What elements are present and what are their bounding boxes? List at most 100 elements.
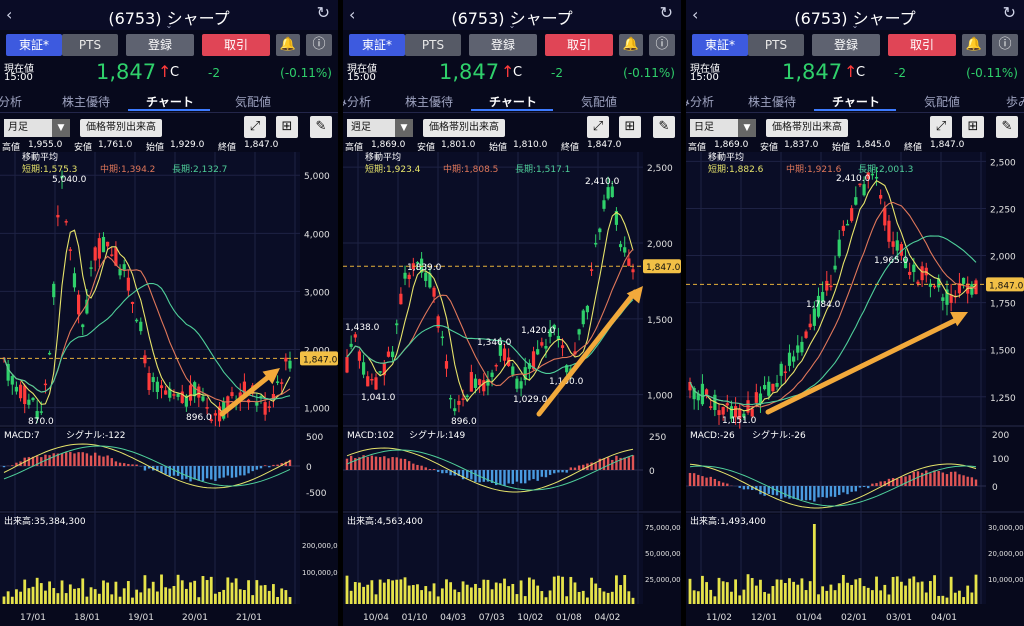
pts-button[interactable]: PTS bbox=[748, 34, 804, 56]
tab-0[interactable]: 価分析 bbox=[0, 95, 23, 109]
volume-bar bbox=[10, 596, 14, 604]
volume-profile-button[interactable]: 価格帯別出来高 bbox=[766, 119, 848, 137]
tse-button[interactable]: 東証* bbox=[692, 34, 748, 56]
chart-controls: 日足 ▼ 価格帯別出来高 ⤢ ⊞ ✎ bbox=[686, 113, 1024, 139]
tab-1[interactable]: 株主優待 bbox=[748, 95, 797, 109]
macd-histogram-bar bbox=[742, 486, 746, 490]
candle-body bbox=[101, 236, 106, 253]
tab-1[interactable]: 株主優待 bbox=[405, 95, 454, 109]
tab-3[interactable]: 気配値 bbox=[581, 95, 618, 109]
volume-bar bbox=[569, 576, 573, 604]
fullscreen-icon[interactable]: ⤢ bbox=[587, 116, 609, 138]
volume-bar bbox=[619, 585, 622, 604]
pts-button[interactable]: PTS bbox=[62, 34, 118, 56]
info-icon[interactable]: ⓘ bbox=[306, 34, 332, 56]
tab-2[interactable]: チャート bbox=[832, 95, 880, 109]
macd-histogram-bar bbox=[540, 470, 544, 477]
tse-button[interactable]: 東証* bbox=[6, 34, 62, 56]
pencil-icon[interactable]: ✎ bbox=[653, 116, 675, 138]
tab-3[interactable]: 気配値 bbox=[235, 95, 272, 109]
trade-button[interactable]: 取引 bbox=[545, 34, 613, 56]
macd-axis-label: -500 bbox=[306, 489, 327, 499]
volume-bar bbox=[565, 596, 569, 604]
candle-body bbox=[862, 184, 866, 196]
bell-icon[interactable]: 🔔 bbox=[276, 34, 300, 56]
pencil-icon[interactable]: ✎ bbox=[996, 116, 1018, 138]
volume-bar bbox=[391, 580, 394, 604]
grid-icon[interactable]: ⊞ bbox=[619, 116, 641, 138]
volume-profile-button[interactable]: 価格帯別出来高 bbox=[423, 119, 505, 137]
trade-button[interactable]: 取引 bbox=[888, 34, 956, 56]
macd-histogram-bar bbox=[833, 486, 837, 497]
tab-3[interactable]: 気配値 bbox=[924, 95, 961, 109]
chevron-down-icon[interactable]: ⌄ bbox=[851, 21, 859, 30]
back-icon[interactable]: ‹ bbox=[349, 5, 356, 24]
pencil-icon[interactable]: ✎ bbox=[310, 116, 332, 138]
macd-histogram-bar bbox=[557, 470, 560, 473]
period-select[interactable]: 週足 ▼ bbox=[347, 119, 413, 137]
volume-bar bbox=[742, 589, 746, 604]
grid-icon[interactable]: ⊞ bbox=[276, 116, 298, 138]
period-select[interactable]: 日足 ▼ bbox=[690, 119, 756, 137]
price-annotation: 1,438.0 bbox=[345, 323, 380, 333]
trade-button[interactable]: 取引 bbox=[202, 34, 270, 56]
bell-icon[interactable]: 🔔 bbox=[619, 34, 643, 56]
price-axis-label: 1,250 bbox=[990, 394, 1016, 404]
info-icon[interactable]: ⓘ bbox=[992, 34, 1018, 56]
candle-body bbox=[949, 294, 953, 303]
tab-2[interactable]: チャート bbox=[146, 95, 194, 109]
ma-short-line bbox=[689, 179, 977, 412]
register-button[interactable]: 登録 bbox=[126, 34, 194, 56]
macd-axis-label: 0 bbox=[649, 467, 655, 477]
candle-body bbox=[912, 264, 916, 273]
candle-body bbox=[35, 411, 39, 419]
date-axis-label: 02/01 bbox=[841, 613, 867, 623]
volume-bar bbox=[349, 590, 353, 604]
volume-bar bbox=[879, 590, 883, 604]
volume-bar bbox=[696, 591, 700, 604]
macd-histogram-bar bbox=[441, 470, 444, 474]
ohlc-value: 1,869.0 bbox=[714, 140, 749, 150]
volume-bar bbox=[908, 578, 912, 604]
refresh-icon[interactable]: ↻ bbox=[316, 3, 330, 22]
chevron-down-icon[interactable]: ⌄ bbox=[508, 21, 516, 30]
volume-profile-button[interactable]: 価格帯別出来高 bbox=[80, 119, 162, 137]
market-button-row: 東証* PTS 登録 取引 🔔 ⓘ bbox=[686, 32, 1024, 58]
chevron-down-icon[interactable]: ⌄ bbox=[165, 21, 173, 30]
chart-canvas[interactable]: 5,0004,0003,0002,0001,0001,847.0移動平均短期:1… bbox=[0, 0, 338, 626]
chart-canvas[interactable]: 2,500 2,000 1,500 1,000 1,847.0 移動平均短期:1,923.… bbox=[343, 0, 681, 626]
ma-long-label: 長期:2,001.3 bbox=[858, 164, 913, 175]
candle-body bbox=[763, 385, 767, 390]
volume-bar bbox=[155, 591, 159, 604]
bell-icon[interactable]: 🔔 bbox=[962, 34, 986, 56]
stock-title: (6753) シャープ bbox=[794, 9, 916, 28]
volume-bar bbox=[461, 581, 465, 604]
candle-body bbox=[366, 376, 370, 387]
candle-body bbox=[345, 357, 349, 373]
register-button[interactable]: 登録 bbox=[812, 34, 880, 56]
back-icon[interactable]: ‹ bbox=[692, 5, 699, 24]
macd-histogram-bar bbox=[276, 464, 279, 466]
macd-histogram-bar bbox=[511, 470, 514, 484]
fullscreen-icon[interactable]: ⤢ bbox=[244, 116, 266, 138]
macd-histogram-bar bbox=[503, 470, 506, 486]
refresh-icon[interactable]: ↻ bbox=[1002, 3, 1016, 22]
period-select[interactable]: 月足 ▼ bbox=[4, 119, 70, 137]
tab-1[interactable]: 株主優待 bbox=[62, 95, 111, 109]
tab-4[interactable]: 歩み bbox=[1006, 95, 1024, 109]
tab-2[interactable]: チャート bbox=[489, 95, 537, 109]
back-icon[interactable]: ‹ bbox=[6, 5, 13, 24]
pts-button[interactable]: PTS bbox=[405, 34, 461, 56]
tab-0[interactable]: 歩み分析 bbox=[343, 95, 372, 109]
fullscreen-icon[interactable]: ⤢ bbox=[930, 116, 952, 138]
chart-canvas[interactable]: 2,500 2,250 2,000 1,750 1,500 1,250 1,847.0 移動平… bbox=[686, 0, 1024, 626]
register-button[interactable]: 登録 bbox=[469, 34, 537, 56]
volume-bar bbox=[399, 579, 403, 604]
candle-body bbox=[866, 172, 870, 179]
grid-icon[interactable]: ⊞ bbox=[962, 116, 984, 138]
refresh-icon[interactable]: ↻ bbox=[659, 3, 673, 22]
price-change-pct: (-0.11%) bbox=[623, 66, 675, 80]
tab-0[interactable]: 歩み分析 bbox=[686, 95, 715, 109]
info-icon[interactable]: ⓘ bbox=[649, 34, 675, 56]
tse-button[interactable]: 東証* bbox=[349, 34, 405, 56]
